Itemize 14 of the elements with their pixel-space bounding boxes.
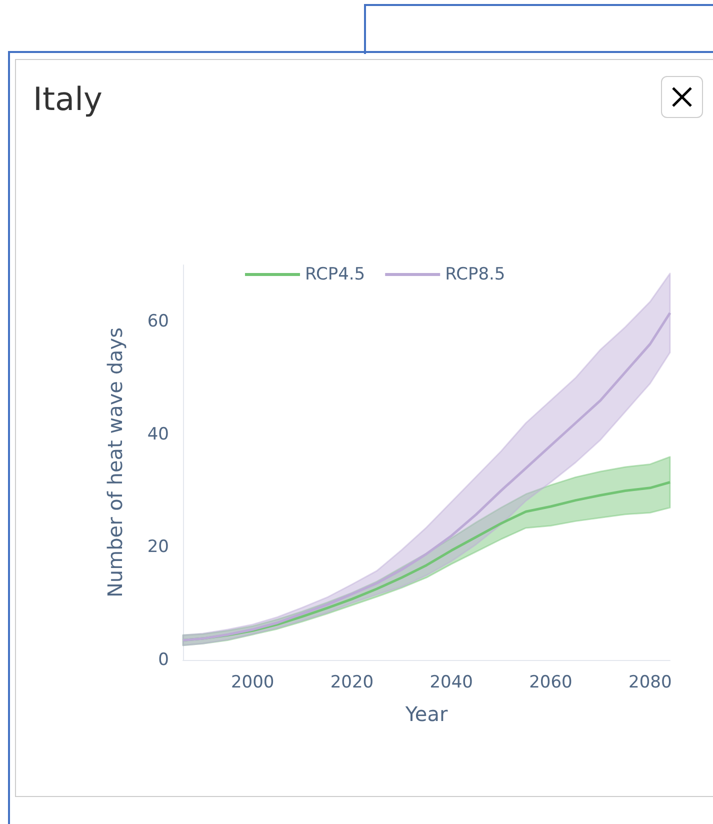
legend-label: RCP8.5 [445,264,506,284]
chart-title: Italy [33,80,102,118]
y-tick-label: 20 [147,537,169,558]
y-tick-label: 40 [147,424,169,444]
x-tick-label: 2060 [529,672,572,692]
y-tick-label: 0 [158,650,169,670]
legend-label: RCP4.5 [305,264,366,284]
y-axis-title: Number of heat wave days [103,327,127,598]
x-axis-title: Year [404,702,448,726]
x-tick-label: 2020 [330,672,374,692]
x-tick-label: 2000 [230,672,274,692]
x-tick-label: 2080 [628,672,672,692]
y-tick-label: 60 [147,311,169,332]
x-tick-label: 2040 [430,672,473,692]
